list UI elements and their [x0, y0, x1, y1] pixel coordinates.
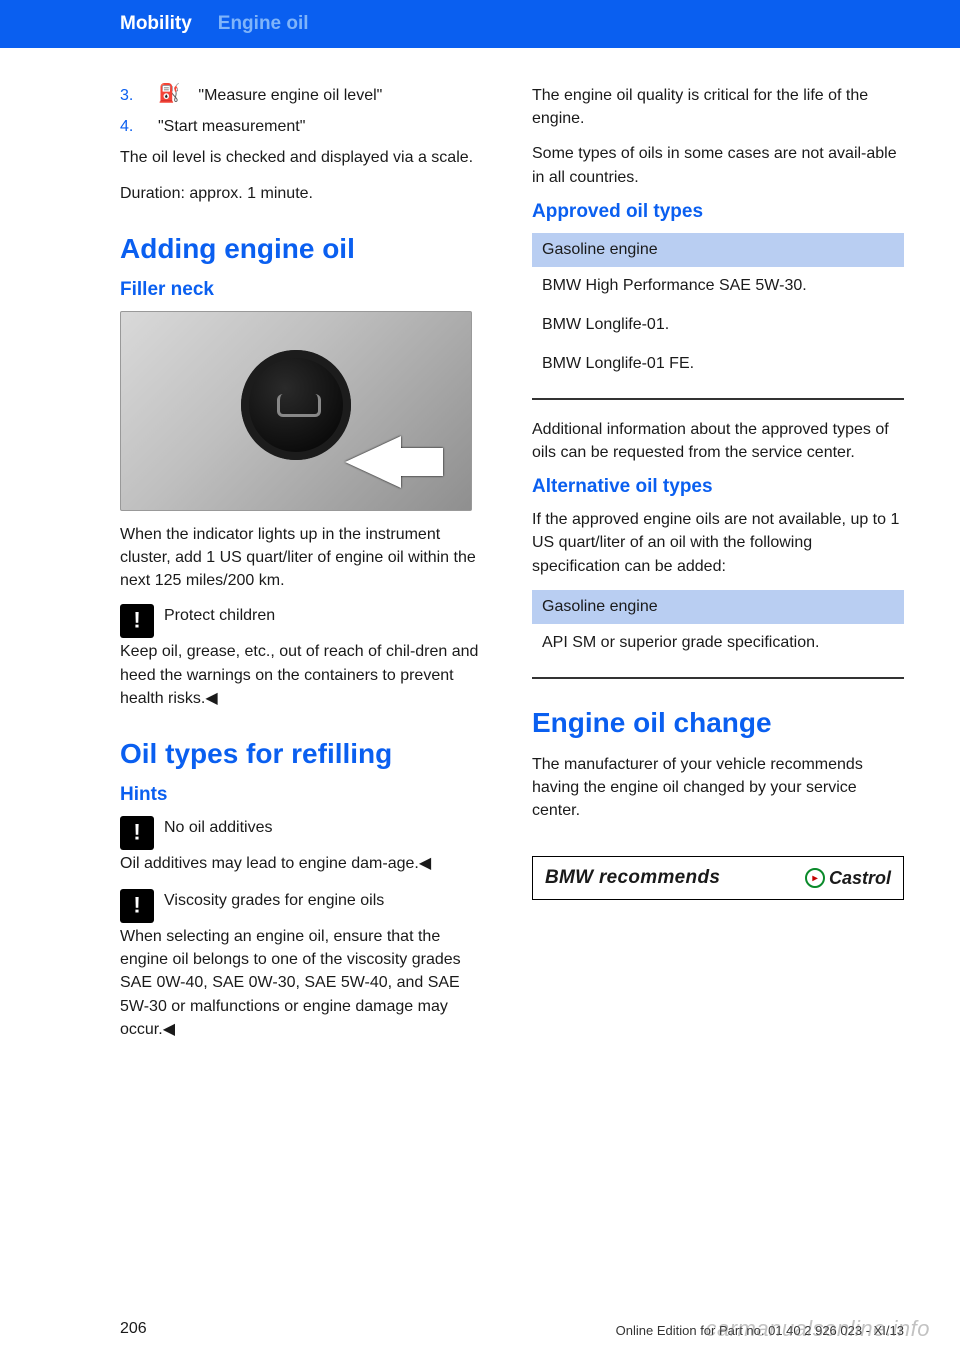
step-3: 3. ⛽ "Measure engine oil level"	[120, 84, 492, 107]
body-text: The manufacturer of your vehicle recomme…	[532, 753, 904, 823]
table-divider	[532, 398, 904, 400]
warning-block: Protect children	[120, 604, 492, 638]
header-topic: Engine oil	[218, 13, 309, 35]
body-text: The engine oil quality is critical for t…	[532, 84, 904, 130]
heading-hints: Hints	[120, 784, 492, 806]
castrol-logo: ▸ Castrol	[805, 868, 891, 889]
body-text: The oil level is checked and displayed v…	[120, 146, 492, 169]
table-header-row: Gasoline engine	[532, 590, 904, 624]
table-cell: BMW Longlife-01.	[532, 305, 904, 344]
warning-body: Keep oil, grease, etc., out of reach of …	[120, 640, 492, 710]
page-number: 206	[120, 1320, 147, 1338]
table-header: Gasoline engine	[532, 233, 904, 267]
oil-cap-icon	[241, 350, 351, 460]
table-header: Gasoline engine	[532, 590, 904, 624]
header-bar: Mobility Engine oil	[0, 0, 960, 48]
warning-icon	[120, 816, 154, 850]
content-columns: 3. ⛽ "Measure engine oil level" 4. "Star…	[0, 48, 960, 1055]
castrol-brand: Castrol	[829, 868, 891, 889]
right-column: The engine oil quality is critical for t…	[532, 84, 904, 1055]
approved-oil-table: Gasoline engine BMW High Performance SAE…	[532, 233, 904, 384]
table-row: BMW Longlife-01.	[532, 305, 904, 344]
heading-oil-change: Engine oil change	[532, 707, 904, 739]
alt-oil-table: Gasoline engine API SM or superior grade…	[532, 590, 904, 663]
body-text: Some types of oils in some cases are not…	[532, 142, 904, 188]
body-text: Additional information about the approve…	[532, 418, 904, 464]
page: Mobility Engine oil 3. ⛽ "Measure engine…	[0, 0, 960, 1362]
warning-block: Viscosity grades for engine oils	[120, 889, 492, 923]
heading-oil-types: Oil types for refilling	[120, 738, 492, 770]
warning-icon	[120, 889, 154, 923]
warning-title: Protect children	[164, 604, 275, 627]
body-text: If the approved engine oils are not avai…	[532, 508, 904, 578]
step-number: 3.	[120, 84, 140, 107]
footer-edition: Online Edition for Part no. 01 40 2 926 …	[616, 1323, 904, 1338]
warning-block: No oil additives	[120, 816, 492, 850]
recommend-text: BMW recommends	[545, 867, 720, 889]
warning-body: When selecting an engine oil, ensure tha…	[120, 925, 492, 1041]
warning-title: Viscosity grades for engine oils	[164, 889, 384, 912]
body-text: Duration: approx. 1 minute.	[120, 182, 492, 205]
step-label: "Measure engine oil level"	[198, 84, 382, 107]
filler-neck-figure	[120, 311, 472, 511]
table-row: BMW High Performance SAE 5W-30.	[532, 267, 904, 306]
warning-icon	[120, 604, 154, 638]
oil-can-icon: ⛽	[158, 84, 180, 107]
step-number: 4.	[120, 115, 140, 138]
heading-filler-neck: Filler neck	[120, 279, 492, 301]
warning-body: Oil additives may lead to engine dam‐age…	[120, 852, 492, 875]
table-header-row: Gasoline engine	[532, 233, 904, 267]
step-4: 4. "Start measurement"	[120, 115, 492, 138]
heading-adding-oil: Adding engine oil	[120, 233, 492, 265]
arrow-icon	[345, 436, 401, 488]
table-row: API SM or superior grade specification.	[532, 624, 904, 663]
table-divider	[532, 677, 904, 679]
warning-title: No oil additives	[164, 816, 273, 839]
page-footer: 206 Online Edition for Part no. 01 40 2 …	[0, 1320, 960, 1338]
body-text: When the indicator lights up in the inst…	[120, 523, 492, 593]
header-section: Mobility	[120, 13, 192, 35]
heading-alt-oil: Alternative oil types	[532, 476, 904, 498]
table-cell: API SM or superior grade specification.	[532, 624, 904, 663]
recommend-banner: BMW recommends ▸ Castrol	[532, 856, 904, 900]
left-column: 3. ⛽ "Measure engine oil level" 4. "Star…	[120, 84, 492, 1055]
heading-approved-oil: Approved oil types	[532, 201, 904, 223]
step-label: "Start measurement"	[158, 115, 305, 138]
table-cell: BMW High Performance SAE 5W-30.	[532, 267, 904, 306]
table-cell: BMW Longlife-01 FE.	[532, 344, 904, 383]
table-row: BMW Longlife-01 FE.	[532, 344, 904, 383]
castrol-ring-icon: ▸	[805, 868, 825, 888]
